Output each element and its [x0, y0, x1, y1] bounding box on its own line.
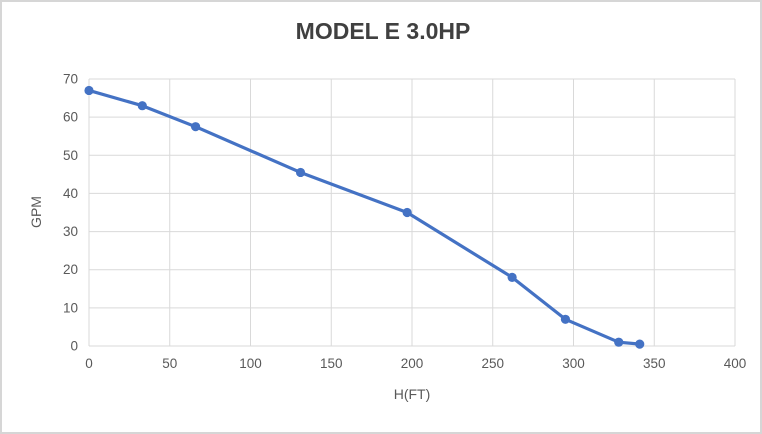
y-tick-label: 70 [63, 72, 78, 87]
x-tick-label: 250 [481, 356, 504, 371]
data-point-marker [560, 314, 571, 324]
y-tick-label: 50 [63, 148, 78, 163]
chart-title: MODEL E 3.0HP [295, 18, 471, 44]
y-tick-label: 20 [63, 262, 78, 277]
x-tick-label: 0 [85, 356, 93, 371]
y-tick-label: 60 [63, 110, 78, 125]
data-point-marker [614, 337, 624, 347]
data-point-marker [137, 101, 147, 111]
data-point-marker [635, 339, 645, 349]
x-tick-label: 50 [162, 356, 177, 371]
x-tick-label: 300 [562, 356, 585, 371]
x-axis-title: H(FT) [393, 386, 431, 402]
data-point-marker [507, 272, 517, 282]
y-tick-label: 0 [70, 339, 78, 354]
data-point-marker [190, 122, 201, 132]
data-point-marker [402, 207, 412, 218]
x-tick-label: 100 [239, 356, 262, 371]
x-tick-label: 400 [724, 356, 747, 371]
data-point-marker [84, 85, 94, 96]
x-tick-label: 350 [643, 356, 666, 371]
y-tick-label: 30 [63, 224, 78, 239]
data-point-marker [295, 167, 306, 178]
y-tick-label: 40 [63, 186, 78, 201]
series-line [87, 88, 642, 346]
x-tick-label: 200 [401, 356, 424, 371]
x-tick-label: 150 [320, 356, 343, 371]
y-tick-label: 10 [63, 300, 78, 315]
